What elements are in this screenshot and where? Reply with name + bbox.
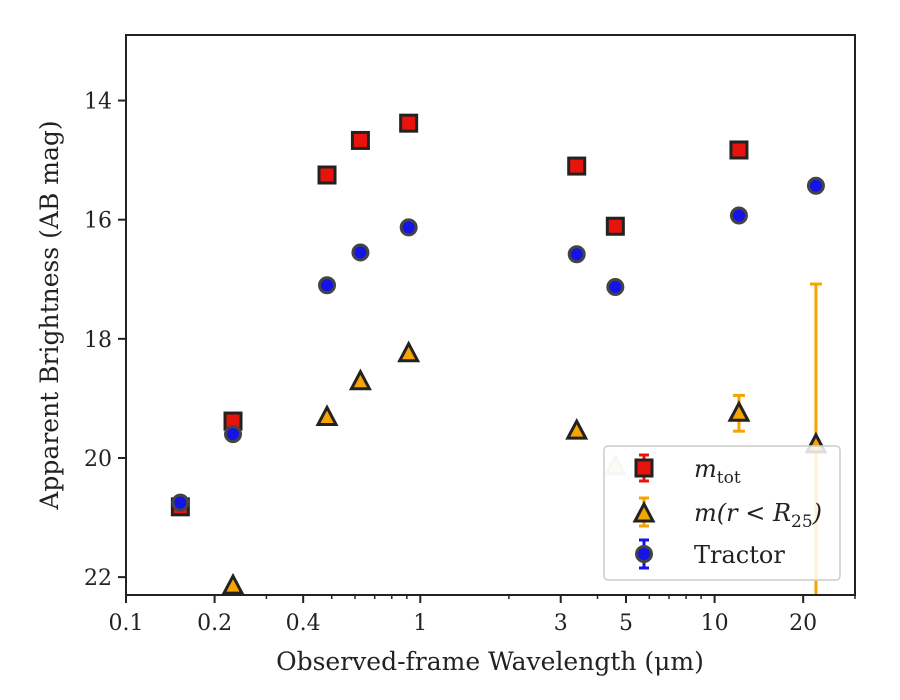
data-point-square bbox=[605, 216, 625, 236]
plot-area bbox=[170, 113, 828, 595]
data-point-triangle bbox=[565, 417, 589, 440]
data-point-triangle bbox=[727, 400, 751, 422]
data-point-circle bbox=[318, 276, 337, 295]
x-tick-label: 0.4 bbox=[286, 611, 321, 636]
data-point-circle bbox=[806, 176, 825, 195]
y-tick-label: 22 bbox=[84, 566, 112, 591]
y-tick-label: 16 bbox=[84, 209, 112, 234]
y-tick-label: 18 bbox=[84, 328, 112, 353]
data-point-circle bbox=[351, 243, 370, 262]
data-point-circle bbox=[171, 493, 190, 512]
legend-label-mr25: m(r < R25) bbox=[694, 499, 822, 532]
data-point-circle bbox=[567, 245, 586, 264]
data-point-triangle bbox=[221, 572, 245, 595]
data-point-square bbox=[567, 156, 587, 176]
x-tick-label: 20 bbox=[789, 611, 817, 636]
data-point-circle bbox=[399, 218, 418, 237]
x-tick-label: 1 bbox=[413, 611, 427, 636]
legend-marker-circle bbox=[635, 545, 653, 563]
axes: 0.1 0.2 0.4 1 3 5 10 20 14 16 18 20 22 bbox=[84, 34, 856, 636]
y-tick-label: 14 bbox=[84, 90, 112, 115]
data-point-circle bbox=[224, 425, 243, 444]
x-tick-label: 0.1 bbox=[109, 611, 144, 636]
plot-clip-group bbox=[170, 113, 828, 595]
data-point-triangle bbox=[315, 404, 339, 426]
data-point-square bbox=[350, 130, 370, 150]
data-point-triangle bbox=[397, 340, 421, 363]
data-point-circle bbox=[606, 278, 625, 296]
data-point-triangle bbox=[348, 368, 372, 391]
legend-marker-square bbox=[634, 458, 654, 478]
data-point-square bbox=[317, 165, 337, 185]
data-point-square bbox=[399, 113, 419, 133]
y-axis-label: Apparent Brightness (AB mag) bbox=[35, 120, 64, 510]
legend: mtot m(r < R25) Tractor bbox=[603, 445, 841, 581]
x-tick-label: 0.2 bbox=[197, 611, 232, 636]
legend-marker-triangle bbox=[632, 500, 656, 523]
x-tick-label: 5 bbox=[619, 611, 633, 636]
data-point-circle bbox=[729, 206, 748, 225]
x-tick-label: 10 bbox=[701, 611, 729, 636]
x-axis-label: Observed-frame Wavelength (μm) bbox=[276, 647, 704, 676]
x-tick-label: 3 bbox=[554, 611, 568, 636]
data-point-square bbox=[729, 140, 749, 160]
legend-label-mtot: mtot bbox=[694, 455, 741, 488]
legend-label-tractor: Tractor bbox=[694, 541, 785, 569]
y-tick-label: 20 bbox=[84, 447, 112, 472]
legend-box bbox=[603, 445, 841, 581]
plot-frame bbox=[125, 34, 856, 596]
